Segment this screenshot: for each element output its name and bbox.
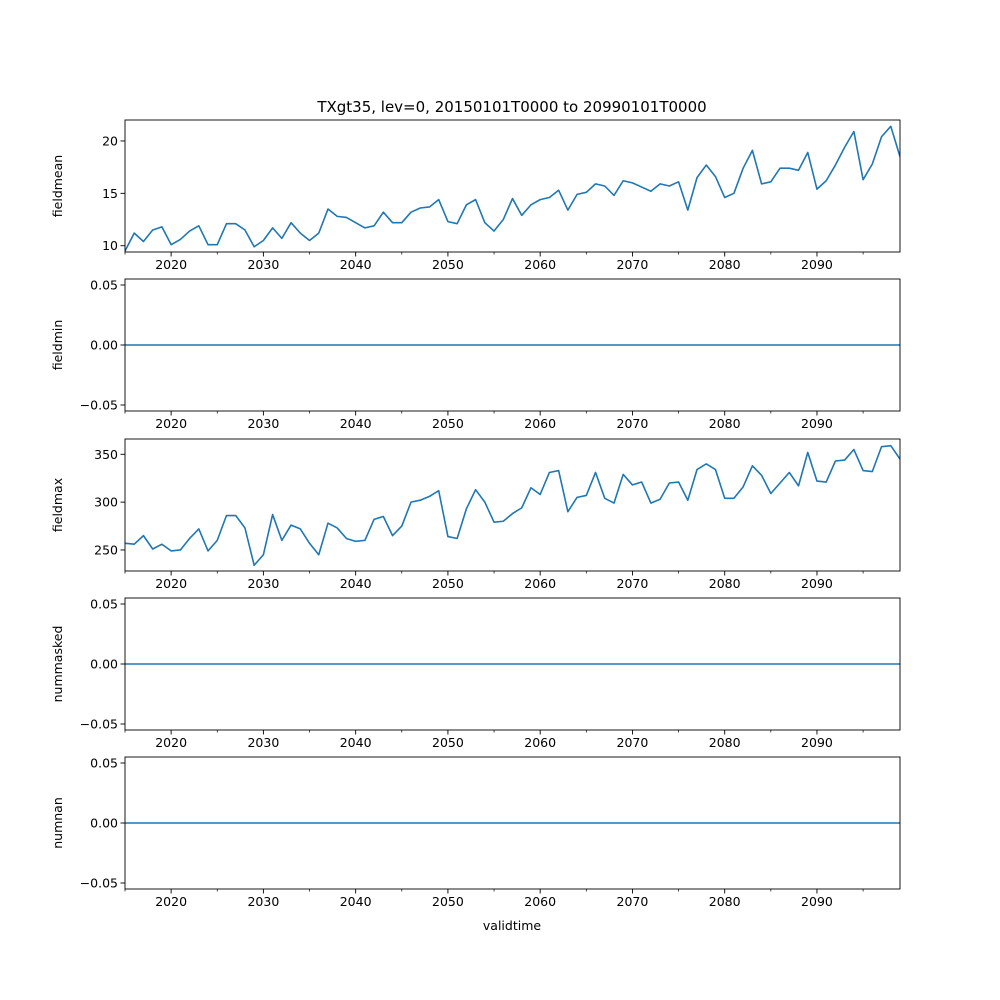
y-tick-label: 350 xyxy=(94,447,118,462)
x-tick-label: 2050 xyxy=(432,894,464,909)
y-tick-label: −0.05 xyxy=(80,876,118,891)
x-tick-label: 2050 xyxy=(432,257,464,272)
y-tick-label: −0.05 xyxy=(80,717,118,732)
x-tick-label: 2040 xyxy=(340,576,372,591)
x-tick-label: 2020 xyxy=(155,257,187,272)
subplot-numnan: 2020 2030 2040 2050 2060 2070 2080 2090 −0.05 0.0… xyxy=(50,756,901,909)
y-tick-label: 0.00 xyxy=(90,816,118,831)
x-tick-label: 2080 xyxy=(709,735,741,750)
x-tick-label: 2060 xyxy=(524,894,556,909)
series-line-fieldmax xyxy=(125,444,900,567)
x-tick-label: 2060 xyxy=(524,576,556,591)
subplot-fieldmax: 2020 2030 2040 2050 2060 2070 2080 2090 250 300 35… xyxy=(50,438,901,591)
x-tick-label: 2080 xyxy=(709,416,741,431)
x-tick-label: 2040 xyxy=(340,894,372,909)
x-tick-label: 2030 xyxy=(247,416,279,431)
x-tick-label: 2030 xyxy=(247,257,279,272)
subplot-fieldmin: 2020 2030 2040 2050 2060 2070 2080 2090 −0.05 0.0… xyxy=(50,278,901,431)
y-tick-label: 0.00 xyxy=(90,657,118,672)
y-tick-label: 20 xyxy=(102,133,118,148)
x-tick-label: 2020 xyxy=(155,576,187,591)
x-tick-label: 2030 xyxy=(247,894,279,909)
x-tick-label: 2070 xyxy=(617,894,649,909)
x-tick-label: 2030 xyxy=(247,735,279,750)
y-tick-label: 0.05 xyxy=(90,597,118,612)
x-tick-label: 2070 xyxy=(617,416,649,431)
x-tick-label: 2090 xyxy=(801,576,833,591)
x-tick-label: 2020 xyxy=(155,735,187,750)
subplots: 2020 2030 2040 2050 2060 2070 2080 2090 10 15 20 fi… xyxy=(50,119,901,909)
y-axis-title: fieldmax xyxy=(50,478,65,532)
y-tick-label: 0.05 xyxy=(90,756,118,771)
x-tick-label: 2090 xyxy=(801,894,833,909)
x-tick-label: 2090 xyxy=(801,416,833,431)
figure-title: TXgt35, lev=0, 20150101T0000 to 20990101… xyxy=(316,98,706,116)
x-tick-label: 2090 xyxy=(801,257,833,272)
x-tick-label: 2070 xyxy=(617,257,649,272)
x-tick-label: 2040 xyxy=(340,735,372,750)
axes-frame xyxy=(124,119,901,253)
x-tick-label: 2050 xyxy=(432,416,464,431)
series-line-fieldmean xyxy=(125,125,900,252)
x-tick-label: 2080 xyxy=(709,257,741,272)
y-axis-title: nummasked xyxy=(50,626,65,703)
x-tick-label: 2060 xyxy=(524,416,556,431)
x-tick-label: 2070 xyxy=(617,576,649,591)
x-tick-label: 2060 xyxy=(524,735,556,750)
y-tick-label: 0.00 xyxy=(90,338,118,353)
x-tick-label: 2020 xyxy=(155,894,187,909)
y-axis-title: fieldmean xyxy=(50,155,65,217)
y-tick-label: 10 xyxy=(102,238,118,253)
x-tick-label: 2080 xyxy=(709,576,741,591)
x-axis-title: validtime xyxy=(483,918,541,933)
x-tick-label: 2080 xyxy=(709,894,741,909)
y-tick-label: 15 xyxy=(102,186,118,201)
x-tick-label: 2040 xyxy=(340,416,372,431)
x-tick-label: 2020 xyxy=(155,416,187,431)
y-axis-title: fieldmin xyxy=(50,320,65,371)
y-axis-title: numnan xyxy=(50,797,65,849)
x-tick-label: 2050 xyxy=(432,735,464,750)
y-tick-label: 250 xyxy=(94,542,118,557)
y-tick-label: 0.05 xyxy=(90,278,118,293)
subplot-fieldmean: 2020 2030 2040 2050 2060 2070 2080 2090 10 15 20 fi… xyxy=(50,119,901,272)
x-tick-label: 2060 xyxy=(524,257,556,272)
subplot-nummasked: 2020 2030 2040 2050 2060 2070 2080 2090 −0.05 0.0… xyxy=(50,597,901,750)
x-tick-label: 2070 xyxy=(617,735,649,750)
x-tick-label: 2030 xyxy=(247,576,279,591)
y-tick-label: 300 xyxy=(94,495,118,510)
x-tick-label: 2090 xyxy=(801,735,833,750)
x-tick-label: 2040 xyxy=(340,257,372,272)
axes-frame xyxy=(124,438,901,572)
x-tick-label: 2050 xyxy=(432,576,464,591)
y-tick-label: −0.05 xyxy=(80,398,118,413)
